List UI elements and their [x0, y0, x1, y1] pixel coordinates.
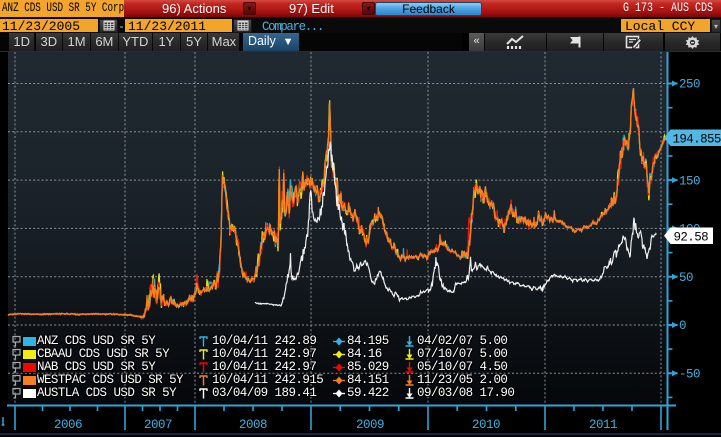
svg-text:250: 250 — [679, 78, 700, 92]
svg-text:150: 150 — [679, 174, 700, 188]
svg-text:2007: 2007 — [144, 418, 172, 432]
svg-text:2008: 2008 — [239, 418, 267, 432]
svg-text:92.58: 92.58 — [674, 230, 709, 244]
svg-text:2011: 2011 — [589, 418, 617, 432]
svg-text:194.855: 194.855 — [673, 132, 721, 146]
svg-text:2010: 2010 — [472, 418, 500, 432]
svg-text:2006: 2006 — [54, 418, 82, 432]
svg-text:50: 50 — [679, 271, 693, 285]
svg-text:2009: 2009 — [356, 418, 384, 432]
svg-text:0: 0 — [679, 319, 686, 333]
svg-text:-50: -50 — [679, 368, 700, 382]
